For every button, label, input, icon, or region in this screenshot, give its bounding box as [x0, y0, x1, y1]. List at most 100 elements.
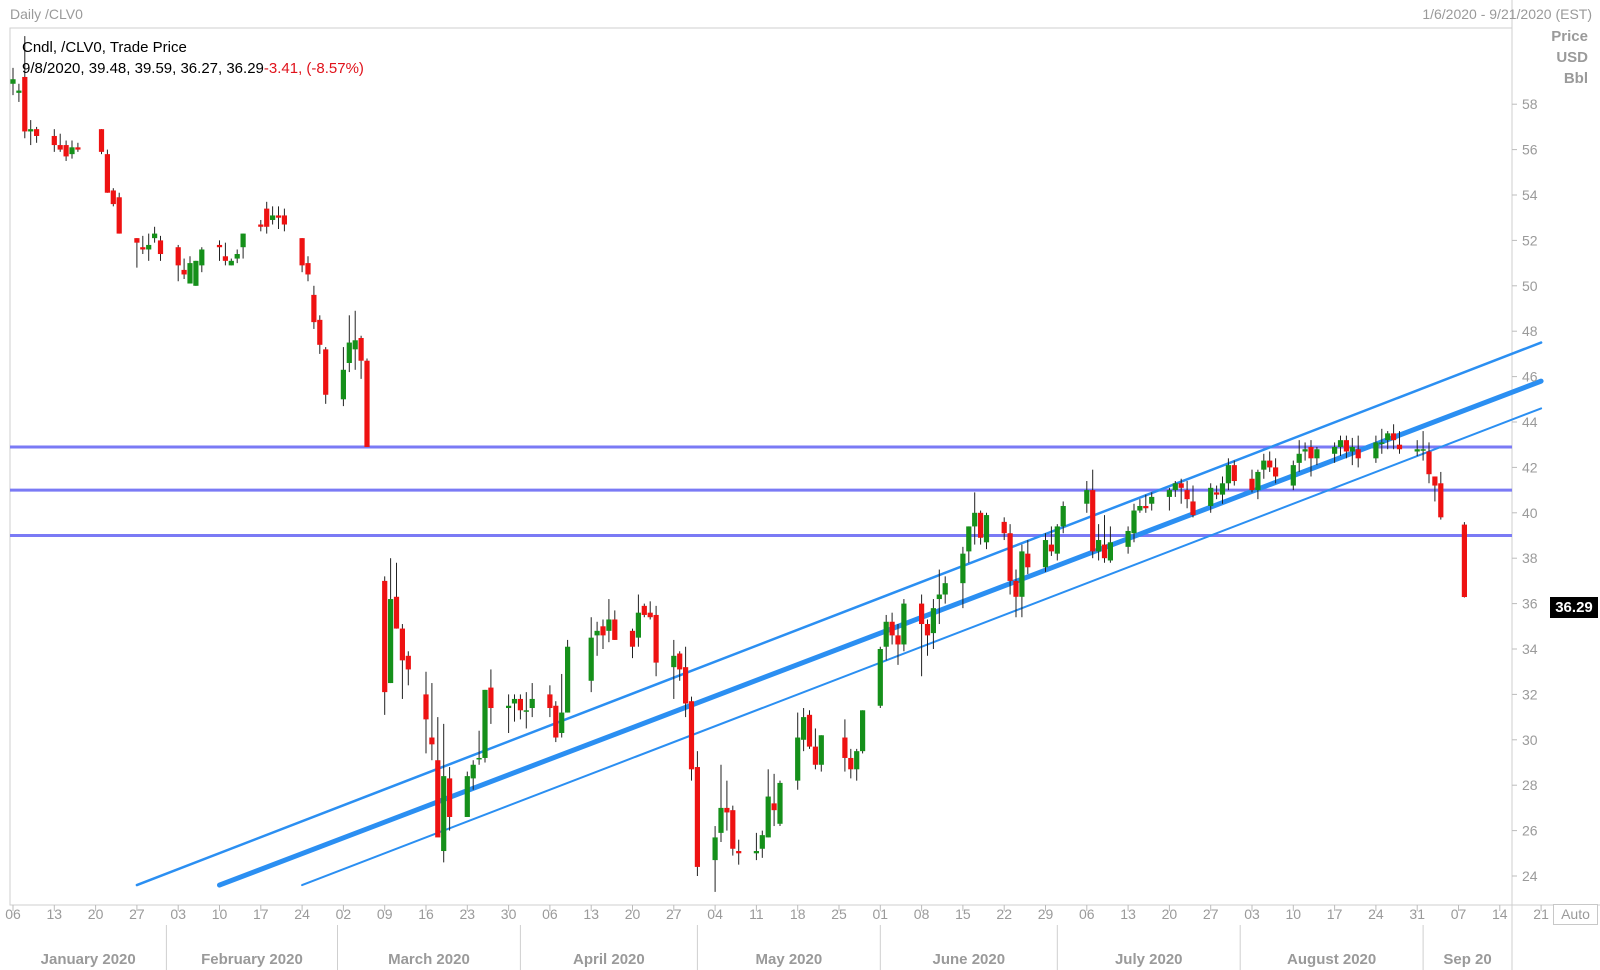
- y-tick-label: 28: [1522, 777, 1538, 793]
- candle: [1426, 442, 1432, 484]
- candle-body: [393, 596, 400, 629]
- candle: [358, 335, 364, 379]
- candle-body: [771, 803, 777, 811]
- x-tick-label: 09: [377, 906, 393, 922]
- candle: [1101, 515, 1108, 563]
- candle: [1208, 483, 1214, 513]
- candle: [688, 696, 695, 781]
- auto-scale-button[interactable]: Auto: [1553, 904, 1598, 925]
- candle-body: [889, 621, 895, 636]
- candle: [116, 192, 122, 234]
- candle: [1296, 440, 1302, 472]
- x-tick-label: 23: [460, 906, 476, 922]
- candle: [553, 701, 559, 743]
- candle-body: [281, 215, 287, 225]
- y-tick-label: 26: [1522, 823, 1538, 839]
- candle: [1013, 569, 1019, 618]
- chart-title: Daily /CLV0: [10, 6, 83, 22]
- candle: [216, 240, 223, 261]
- x-tick-label: 02: [336, 906, 352, 922]
- candle: [606, 599, 612, 643]
- candle-body: [553, 705, 559, 738]
- candle-body: [753, 851, 759, 854]
- candle: [1048, 526, 1054, 556]
- candle: [346, 315, 352, 373]
- month-label: August 2020: [1287, 951, 1376, 968]
- candle-body: [116, 197, 122, 234]
- x-tick-label: 27: [666, 906, 682, 922]
- candle-body: [146, 244, 152, 250]
- candle: [517, 694, 523, 720]
- candle: [16, 83, 22, 102]
- candle-body: [883, 621, 889, 647]
- candle: [152, 226, 158, 243]
- candle-body: [305, 263, 311, 275]
- candle-body: [629, 630, 636, 647]
- candle: [34, 126, 40, 143]
- candle: [753, 832, 759, 861]
- candle: [588, 617, 594, 693]
- x-tick-label: 20: [1162, 906, 1178, 922]
- plot-area: [9, 27, 1513, 906]
- x-tick-label: 13: [47, 906, 63, 922]
- candle-body: [193, 260, 199, 286]
- candle-body: [806, 714, 813, 747]
- candle-body: [240, 233, 246, 248]
- candle: [718, 764, 724, 842]
- candle: [305, 256, 311, 282]
- candle: [399, 624, 405, 699]
- candle: [889, 612, 895, 645]
- candle-body: [1208, 487, 1214, 506]
- candle: [671, 639, 677, 699]
- candle: [382, 576, 388, 715]
- candle: [854, 748, 860, 781]
- candle-body: [1184, 490, 1190, 500]
- candle-body: [724, 807, 730, 813]
- candle: [1273, 458, 1279, 484]
- candle: [1420, 431, 1426, 461]
- candle: [972, 492, 978, 545]
- candle: [1396, 431, 1403, 454]
- candle: [842, 719, 848, 772]
- candle-body: [523, 710, 529, 712]
- candle-body: [919, 603, 925, 625]
- candle-body: [75, 147, 81, 150]
- candle: [258, 219, 264, 232]
- candle: [771, 773, 777, 827]
- candle-body: [1420, 449, 1426, 451]
- candle-body: [1137, 505, 1143, 511]
- x-tick-label: 24: [294, 906, 310, 922]
- candle-body: [104, 154, 110, 193]
- candle-body: [1019, 551, 1025, 597]
- candle: [1054, 524, 1060, 561]
- candle: [1084, 481, 1090, 513]
- candle-body: [340, 369, 346, 400]
- candle: [476, 730, 482, 765]
- candle: [1125, 526, 1131, 554]
- candle-body: [559, 712, 565, 733]
- candle-body: [1267, 460, 1273, 468]
- candle-body: [234, 254, 240, 259]
- candle: [388, 558, 394, 684]
- candle: [1019, 544, 1025, 618]
- candle-body: [482, 689, 488, 758]
- candle: [960, 546, 966, 609]
- candle: [470, 760, 476, 790]
- candle-body: [683, 667, 689, 704]
- candle: [110, 188, 116, 207]
- candle: [1255, 469, 1261, 500]
- candle-body: [1461, 524, 1467, 598]
- candle: [1190, 485, 1196, 518]
- candle-body: [895, 635, 901, 645]
- candle-body: [730, 810, 736, 849]
- candle: [848, 748, 854, 779]
- last-price-badge: 36.29: [1550, 597, 1598, 618]
- candle-body: [346, 342, 352, 363]
- y-tick-label: 56: [1522, 142, 1538, 158]
- candle-body: [423, 694, 429, 720]
- candle-body: [1302, 449, 1308, 452]
- candle: [63, 140, 69, 161]
- candle: [565, 639, 571, 713]
- candle-body: [506, 705, 512, 709]
